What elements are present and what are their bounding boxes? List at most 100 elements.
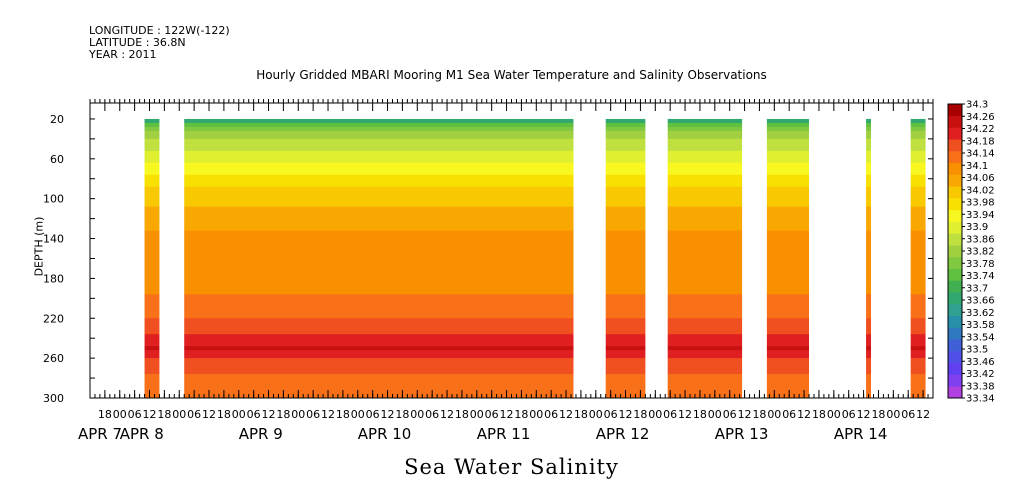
- x-tick-label: 06: [485, 408, 499, 421]
- salinity-band: [605, 278, 646, 283]
- salinity-band: [605, 174, 646, 180]
- salinity-band: [144, 226, 160, 231]
- x-tick-label: 06: [842, 408, 856, 421]
- longitude-label: LONGITUDE : 122W(-122): [89, 24, 230, 37]
- x-tick-label: 00: [351, 408, 365, 421]
- salinity-band: [866, 138, 872, 144]
- salinity-band: [910, 386, 926, 391]
- salinity-band: [910, 170, 926, 176]
- salinity-band: [766, 290, 810, 295]
- salinity-band: [667, 302, 743, 307]
- salinity-band: [605, 246, 646, 251]
- salinity-band: [605, 226, 646, 231]
- salinity-band: [667, 274, 743, 279]
- salinity-band: [866, 390, 872, 395]
- salinity-band: [667, 122, 743, 128]
- salinity-band: [910, 298, 926, 303]
- salinity-band: [605, 250, 646, 255]
- salinity-band: [910, 302, 926, 307]
- salinity-band: [144, 174, 160, 180]
- salinity-band: [766, 186, 810, 192]
- salinity-band: [667, 210, 743, 216]
- salinity-band: [605, 326, 646, 331]
- salinity-band: [184, 162, 574, 168]
- salinity-band: [144, 266, 160, 271]
- salinity-band: [866, 178, 872, 184]
- salinity-band: [766, 386, 810, 391]
- salinity-band: [766, 394, 810, 399]
- salinity-band: [184, 366, 574, 371]
- salinity-band: [144, 306, 160, 311]
- salinity-band: [667, 246, 743, 251]
- salinity-band: [766, 346, 810, 351]
- y-axis: 20 60 100 140 180 220 260 300: [43, 113, 933, 405]
- data-segment: [144, 118, 160, 399]
- salinity-band: [910, 242, 926, 247]
- salinity-band: [605, 238, 646, 243]
- salinity-band: [866, 250, 872, 255]
- salinity-band: [766, 298, 810, 303]
- salinity-band: [766, 234, 810, 239]
- x-day-label: APR 7: [78, 425, 122, 443]
- salinity-band: [144, 386, 160, 391]
- salinity-band: [766, 230, 810, 235]
- salinity-band: [184, 334, 574, 339]
- x-tick-label: 12: [500, 408, 514, 421]
- x-tick-label: 12: [857, 408, 871, 421]
- x-tick-label: 18: [336, 408, 350, 421]
- salinity-band: [766, 142, 810, 148]
- colorbar-label: 34.3: [966, 100, 988, 111]
- data-segment: [184, 118, 574, 399]
- salinity-band: [184, 394, 574, 399]
- salinity-band: [605, 298, 646, 303]
- salinity-band: [766, 134, 810, 140]
- salinity-band: [667, 270, 743, 275]
- salinity-band: [866, 318, 872, 323]
- salinity-band: [910, 266, 926, 271]
- salinity-band: [144, 138, 160, 144]
- salinity-band: [766, 374, 810, 379]
- salinity-band: [667, 310, 743, 315]
- salinity-band: [605, 158, 646, 164]
- salinity-band: [184, 238, 574, 243]
- salinity-band: [667, 342, 743, 347]
- salinity-band: [605, 142, 646, 148]
- salinity-band: [667, 118, 743, 124]
- salinity-band: [866, 342, 872, 347]
- salinity-band: [866, 162, 872, 168]
- salinity-band: [910, 338, 926, 343]
- salinity-band: [910, 238, 926, 243]
- salinity-band: [184, 322, 574, 327]
- salinity-band: [184, 166, 574, 172]
- salinity-band: [144, 334, 160, 339]
- salinity-band: [766, 254, 810, 259]
- salinity-band: [766, 354, 810, 359]
- salinity-band: [910, 162, 926, 168]
- salinity-band: [605, 290, 646, 295]
- salinity-band: [144, 302, 160, 307]
- salinity-band: [605, 382, 646, 387]
- salinity-band: [866, 278, 872, 283]
- colorbar-label: 33.86: [966, 234, 995, 245]
- y-tick-label: 140: [43, 233, 64, 246]
- salinity-band: [667, 334, 743, 339]
- salinity-band: [766, 122, 810, 128]
- salinity-band: [866, 174, 872, 180]
- salinity-band: [667, 326, 743, 331]
- salinity-band: [667, 390, 743, 395]
- salinity-band: [184, 182, 574, 188]
- salinity-band: [910, 118, 926, 124]
- salinity-band: [184, 142, 574, 148]
- salinity-band: [605, 294, 646, 299]
- salinity-band: [766, 174, 810, 180]
- salinity-band: [866, 150, 872, 156]
- x-tick-label: 18: [455, 408, 469, 421]
- salinity-band: [184, 302, 574, 307]
- salinity-band: [910, 390, 926, 395]
- salinity-band: [605, 282, 646, 287]
- colorbar-label: 33.62: [966, 308, 995, 319]
- salinity-band: [184, 150, 574, 156]
- salinity-band: [766, 262, 810, 267]
- salinity-band: [766, 362, 810, 367]
- salinity-band: [605, 170, 646, 176]
